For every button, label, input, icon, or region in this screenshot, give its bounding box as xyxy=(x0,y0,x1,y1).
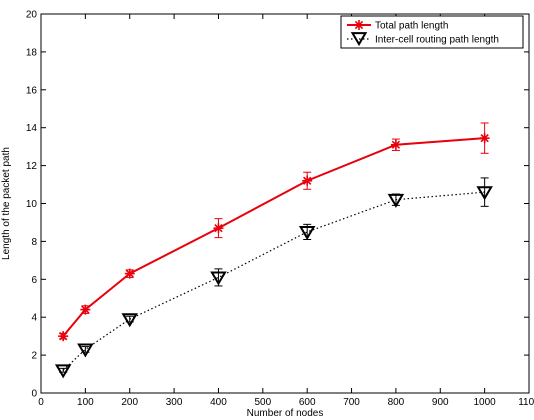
y-tick-label: 18 xyxy=(26,47,38,58)
y-tick-label: 4 xyxy=(31,313,37,324)
data-point xyxy=(124,268,135,279)
data-point xyxy=(479,133,490,144)
y-tick-label: 16 xyxy=(26,85,38,96)
y-tick-label: 2 xyxy=(31,351,37,362)
legend-marker xyxy=(354,20,364,30)
series-line xyxy=(62,137,485,337)
legend: Total path length Inter-cell routing path… xyxy=(340,15,524,49)
y-tick-label: 0 xyxy=(31,389,37,400)
legend-marker xyxy=(350,32,368,47)
series-2 xyxy=(54,177,493,379)
data-point xyxy=(210,271,227,286)
x-tick-label: 600 xyxy=(299,397,316,408)
data-point xyxy=(77,343,94,358)
x-tick-label: 900 xyxy=(432,397,449,408)
data-point xyxy=(54,364,72,379)
data-point xyxy=(298,226,316,241)
data-point xyxy=(390,139,401,150)
x-axis-label: Number of nodes xyxy=(247,408,324,419)
legend-item-1: Total path length xyxy=(347,20,448,32)
x-tick-label: 400 xyxy=(210,397,227,408)
x-tick-label: 700 xyxy=(343,397,360,408)
y-tick-label: 14 xyxy=(26,123,38,134)
x-tick-label: 0 xyxy=(38,397,44,408)
y-tick-label: 12 xyxy=(26,161,38,172)
data-point xyxy=(121,313,138,328)
x-tick-label: 300 xyxy=(166,397,183,408)
data-point xyxy=(58,331,69,342)
y-tick-label: 10 xyxy=(26,199,38,210)
y-tick-label: 6 xyxy=(31,275,37,286)
series-layer xyxy=(54,122,493,379)
x-tick-label: 1000 xyxy=(474,397,497,408)
data-point xyxy=(302,175,313,186)
x-tick-label: 500 xyxy=(254,397,271,408)
y-tick-label: 20 xyxy=(26,10,38,21)
legend-box xyxy=(340,15,524,49)
data-point xyxy=(476,186,493,201)
error-bar xyxy=(480,177,489,207)
y-axis: 0 2 4 6 8 10 12 14 16 18 20 xyxy=(26,10,529,400)
y-axis-label: Length of the packet path xyxy=(1,147,12,260)
legend-item-2: Inter-cell routing path length xyxy=(347,32,499,47)
series-1 xyxy=(58,122,490,342)
x-tick-label: 100 xyxy=(77,397,94,408)
plot-frame xyxy=(40,13,530,394)
data-point xyxy=(213,223,224,234)
data-point xyxy=(387,193,405,208)
data-point xyxy=(80,304,91,315)
x-tick-label: 800 xyxy=(388,397,405,408)
legend-label: Inter-cell routing path length xyxy=(375,35,499,46)
legend-label: Total path length xyxy=(375,21,448,32)
series-line xyxy=(62,191,485,371)
plot-area xyxy=(40,13,530,394)
y-tick-label: 8 xyxy=(31,237,37,248)
x-tick-label: 200 xyxy=(121,397,138,408)
